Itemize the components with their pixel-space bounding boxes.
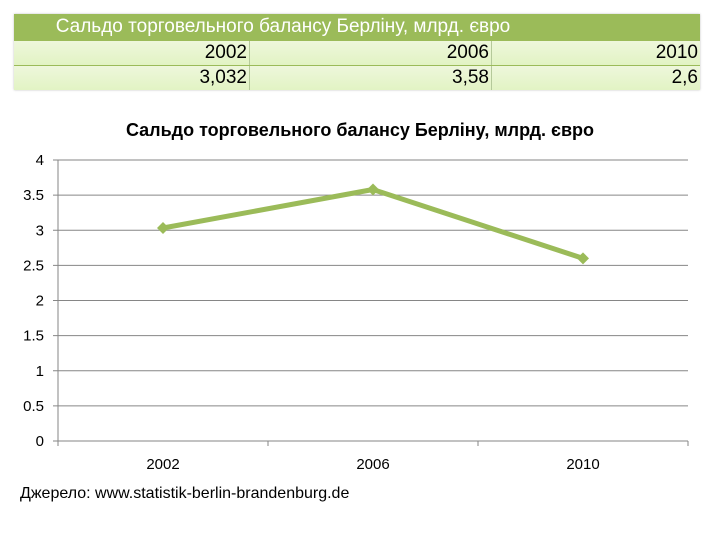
y-tick-label: 1.5: [23, 328, 44, 345]
table-header: Сальдо торговельного балансу Берліну, мл…: [14, 14, 700, 40]
y-tick-label: 0: [36, 433, 44, 450]
table-row-years: 2002 2006 2010: [14, 40, 700, 65]
diamond-marker: [577, 252, 589, 265]
y-tick-label: 1: [36, 363, 44, 380]
x-tick-label: 2002: [146, 456, 179, 473]
table-cell: 2,6: [671, 67, 698, 88]
table-cell: 2010: [655, 42, 698, 63]
y-tick-label: 0.5: [23, 398, 44, 415]
x-tick-label: 2006: [356, 456, 389, 473]
table-cell: 3,58: [250, 66, 492, 90]
y-tick-label: 3: [36, 222, 44, 239]
diamond-marker: [367, 183, 379, 196]
diamond-marker: [157, 222, 169, 235]
table-cell: 3,032: [14, 66, 250, 90]
y-tick-label: 3.5: [23, 187, 44, 204]
x-tick-label: 2010: [566, 456, 599, 473]
data-line: [162, 187, 584, 261]
y-tick-label: 4: [36, 152, 44, 169]
table-title: Сальдо торговельного балансу Берліну, мл…: [55, 16, 511, 37]
data-table: Сальдо торговельного балансу Берліну, мл…: [14, 14, 700, 90]
table-cell: 2006: [250, 41, 492, 65]
y-tick-label: 2.5: [23, 257, 44, 274]
table-cell: 2002: [14, 41, 250, 65]
y-tick-label: 2: [36, 293, 44, 310]
chart-title: Сальдо торговельного балансу Берліну, мл…: [125, 120, 595, 140]
table-row-values: 3,032 3,58 2,6: [14, 65, 700, 90]
source-note: Джерело: www.statistik-berlin-brandenbur…: [20, 485, 350, 502]
